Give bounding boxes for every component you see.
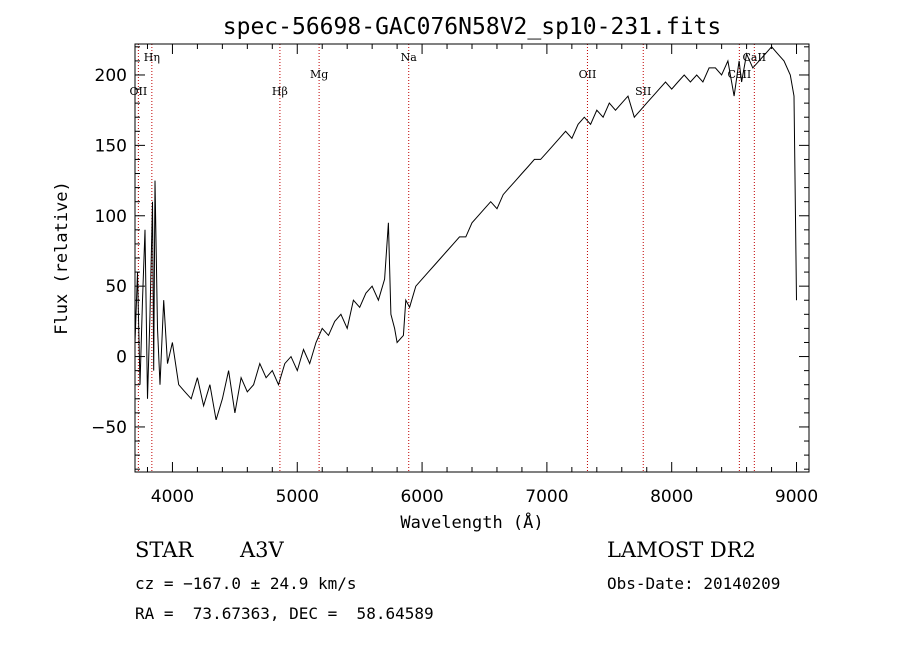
y-axis-label: Flux (relative) [52,181,72,335]
line-marker-label: OII [130,85,148,98]
y-tick-label: 0 [116,348,127,368]
survey-name: LAMOST DR2 [607,538,756,562]
spectral-line-markers: OII Hη Hβ Mg Na OII SII CaII CaII [130,44,766,472]
x-tick-label: 8000 [650,487,693,507]
line-marker-label: Mg [310,68,328,81]
axis-ticks: 4000 5000 6000 7000 8000 9000 −50 0 50 100 150 200 [91,44,818,507]
x-tick-label: 7000 [525,487,568,507]
y-tick-label: 50 [105,277,127,297]
y-tick-label: 150 [95,136,127,156]
object-subclass: A3V [240,538,284,562]
y-tick-label: 100 [95,207,127,227]
x-tick-label: 6000 [400,487,443,507]
y-tick-label: 200 [95,66,127,86]
y-tick-label: −50 [91,418,127,438]
object-class: STAR [135,538,194,562]
line-marker-label: Na [401,51,418,64]
redshift-cz: cz = −167.0 ± 24.9 km/s [135,574,357,593]
x-tick-label: 9000 [775,487,818,507]
coordinates: RA = 73.67363, DEC = 58.64589 [135,604,434,623]
line-marker-label: CaII [742,51,766,64]
line-marker-label: Hβ [272,85,288,98]
x-axis-label: Wavelength (Å) [400,511,543,533]
line-marker-label: CaII [728,68,752,81]
x-tick-label: 4000 [151,487,194,507]
line-marker-label: OII [579,68,597,81]
line-marker-label: Hη [144,51,160,64]
x-tick-label: 5000 [276,487,319,507]
spectrum-series-line [134,46,797,421]
line-marker-label: SII [635,85,651,98]
chart-title: spec-56698-GAC076N58V2_sp10-231.fits [223,14,722,40]
observation-date: Obs-Date: 20140209 [607,574,781,593]
